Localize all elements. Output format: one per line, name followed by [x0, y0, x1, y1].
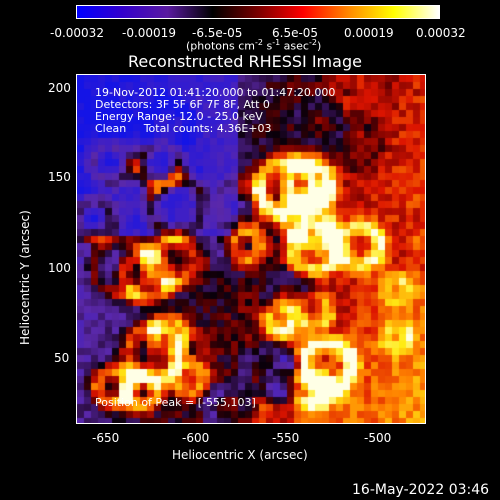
colorbar-unit-label: (photons cm-2 s-1 asec-2) [186, 38, 321, 53]
colorbar [76, 5, 440, 19]
x-tick-label: -500 [364, 431, 392, 445]
colorbar-tick: -0.00019 [122, 26, 176, 40]
colorbar-tick: 6.5e-05 [272, 26, 319, 40]
y-tick-label: 100 [48, 261, 71, 275]
detectors-label: Detectors: 3F 5F 6F 7F 8F, Att 0 [95, 98, 270, 111]
peak-position-label: Position of Peak = [-555,103] [95, 396, 256, 409]
unit-text: asec [280, 39, 309, 53]
colorbar-tick: -0.00032 [50, 26, 104, 40]
unit-exp: -1 [272, 38, 281, 47]
rhessi-image-map [77, 75, 425, 423]
unit-text: ) [316, 39, 322, 53]
colorbar-tick: 0.00032 [416, 26, 466, 40]
x-tick-label: -600 [182, 431, 210, 445]
time-range-label: 19-Nov-2012 01:41:20.000 to 01:47:20.000 [95, 86, 336, 99]
x-tick-label: -550 [272, 431, 300, 445]
unit-exp: -2 [308, 38, 317, 47]
unit-text: (photons cm [186, 39, 255, 53]
clean-counts-label: Clean Total counts: 4.36E+03 [95, 122, 272, 135]
y-tick-label: 200 [48, 81, 71, 95]
page-title: Reconstructed RHESSI Image [128, 52, 362, 71]
colorbar-tick: 0.00019 [344, 26, 394, 40]
colorbar-tick: -6.5e-05 [192, 26, 243, 40]
unit-text: s [262, 39, 273, 53]
x-tick-label: -650 [92, 431, 120, 445]
unit-exp: -2 [254, 38, 263, 47]
y-axis-label: Heliocentric Y (arcsec) [18, 210, 32, 345]
footer-timestamp: 16-May-2022 03:46 [352, 482, 490, 498]
y-tick-label: 50 [54, 351, 70, 365]
image-plot: 19-Nov-2012 01:41:20.000 to 01:47:20.000… [76, 74, 426, 424]
y-tick-label: 150 [48, 170, 71, 184]
energy-range-label: Energy Range: 12.0 - 25.0 keV [95, 110, 263, 123]
colorbar-ticks: -0.00032 -0.00019 -6.5e-05 6.5e-05 0.000… [0, 0, 500, 60]
x-axis-label: Heliocentric X (arcsec) [172, 448, 308, 462]
